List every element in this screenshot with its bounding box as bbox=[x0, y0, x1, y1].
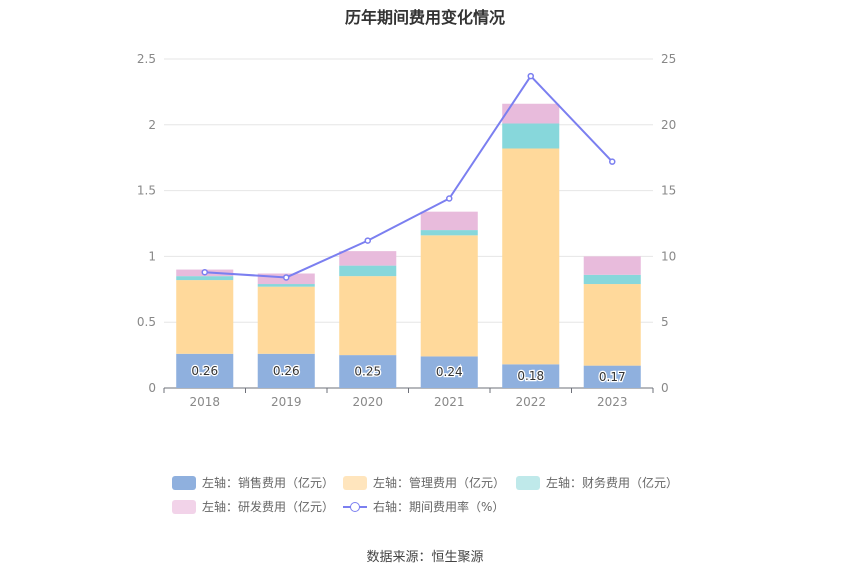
bar-admin-2019[interactable] bbox=[257, 286, 315, 354]
bar-finance-2023[interactable] bbox=[583, 274, 641, 285]
y-left-tick-label: 1.5 bbox=[137, 184, 156, 198]
bar-finance-2020[interactable] bbox=[339, 265, 397, 277]
bar-sales-2019[interactable] bbox=[257, 353, 315, 388]
bar-finance-2021[interactable] bbox=[420, 230, 478, 236]
expense-ratio-point-2020[interactable] bbox=[364, 237, 371, 244]
y-left-tick-label: 2.5 bbox=[137, 52, 156, 66]
legend-label-rd: 左轴：研发费用（亿元） bbox=[202, 500, 335, 514]
legend-item-finance[interactable]: 左轴：财务费用（亿元） bbox=[516, 474, 678, 491]
bar-sales-2022[interactable] bbox=[502, 364, 560, 388]
y-right-tick-label: 15 bbox=[661, 184, 676, 198]
y-right-tick-label: 5 bbox=[661, 315, 669, 329]
chart-title: 历年期间费用变化情况 bbox=[344, 8, 505, 27]
legend-item-sales[interactable]: 左轴：销售费用（亿元） bbox=[172, 474, 334, 491]
bar-rd-2020[interactable] bbox=[339, 251, 397, 266]
chart-plot: 0 0.5 1 1.5 2 2.5 0 5 10 15 20 25 2018 2019 2020 2021 20… bbox=[137, 52, 676, 409]
expense-ratio-point-2021[interactable] bbox=[446, 195, 453, 202]
bar-finance-2022[interactable] bbox=[502, 123, 560, 149]
bar-admin-2022[interactable] bbox=[502, 148, 560, 365]
bar-sales-2023[interactable] bbox=[583, 365, 641, 388]
y-right-tick-label: 20 bbox=[661, 118, 676, 132]
bar-data-label: 0.24 bbox=[436, 365, 463, 379]
expense-ratio-line bbox=[204, 74, 613, 279]
bar-finance-2018[interactable] bbox=[176, 276, 234, 281]
bar-data-label: 0.26 bbox=[273, 364, 300, 378]
x-tick-label: 2022 bbox=[515, 395, 546, 409]
legend-item-rd[interactable]: 左轴：研发费用（亿元） bbox=[172, 498, 334, 515]
expense-ratio-point-2023[interactable] bbox=[609, 158, 616, 165]
bar-rd-2021[interactable] bbox=[420, 211, 478, 231]
y-left-tick-label: 2 bbox=[148, 118, 156, 132]
bar-sales-2021[interactable] bbox=[420, 356, 478, 388]
legend-label-finance: 左轴：财务费用（亿元） bbox=[546, 476, 679, 490]
x-tick-label: 2018 bbox=[189, 395, 220, 409]
x-tick-label: 2019 bbox=[271, 395, 302, 409]
legend-item-admin[interactable]: 左轴：管理费用（亿元） bbox=[343, 474, 505, 491]
bar-admin-2018[interactable] bbox=[176, 280, 234, 354]
y-right-tick-label: 0 bbox=[661, 381, 669, 395]
bar-data-label: 0.26 bbox=[191, 364, 218, 378]
bar-admin-2020[interactable] bbox=[339, 276, 397, 356]
y-right-tick-label: 10 bbox=[661, 249, 676, 263]
y-left-tick-label: 1 bbox=[148, 249, 156, 263]
expense-ratio-point-2018[interactable] bbox=[201, 268, 208, 276]
x-tick-label: 2023 bbox=[597, 395, 628, 409]
bar-data-label: 0.25 bbox=[354, 365, 381, 379]
legend-item-expense-ratio[interactable]: 右轴：期间费用率（%） bbox=[343, 498, 504, 515]
expense-ratio-point-2022[interactable] bbox=[527, 72, 534, 80]
data-source-note: 数据来源：恒生聚源 bbox=[366, 550, 484, 565]
bar-sales-2018[interactable] bbox=[176, 353, 234, 388]
legend-swatch-admin bbox=[343, 475, 367, 490]
bar-rd-2022[interactable] bbox=[502, 103, 560, 124]
legend-label-sales: 左轴：销售费用（亿元） bbox=[202, 476, 335, 490]
bar-rd-2023[interactable] bbox=[583, 256, 641, 275]
x-tick-label: 2020 bbox=[352, 395, 383, 409]
legend-swatch-finance bbox=[516, 475, 540, 490]
legend-label-admin: 左轴：管理费用（亿元） bbox=[373, 476, 506, 490]
bar-data-label: 0.18 bbox=[517, 369, 544, 383]
y-left-tick-label: 0.5 bbox=[137, 315, 156, 329]
legend-swatch-sales bbox=[172, 475, 196, 490]
bar-finance-2019[interactable] bbox=[257, 284, 315, 287]
y-left-tick-label: 0 bbox=[148, 381, 156, 395]
bar-admin-2021[interactable] bbox=[420, 235, 478, 357]
legend-swatch-rd bbox=[172, 499, 196, 514]
bar-data-label: 0.17 bbox=[599, 370, 626, 384]
y-right-tick-label: 25 bbox=[661, 52, 676, 66]
legend-line-marker-icon bbox=[343, 500, 367, 514]
expense-ratio-point-2019[interactable] bbox=[283, 274, 290, 281]
legend-label-expense-ratio: 右轴：期间费用率（%） bbox=[373, 500, 505, 514]
bar-admin-2023[interactable] bbox=[583, 284, 641, 366]
x-tick-label: 2021 bbox=[434, 395, 465, 409]
bar-sales-2020[interactable] bbox=[339, 355, 397, 388]
